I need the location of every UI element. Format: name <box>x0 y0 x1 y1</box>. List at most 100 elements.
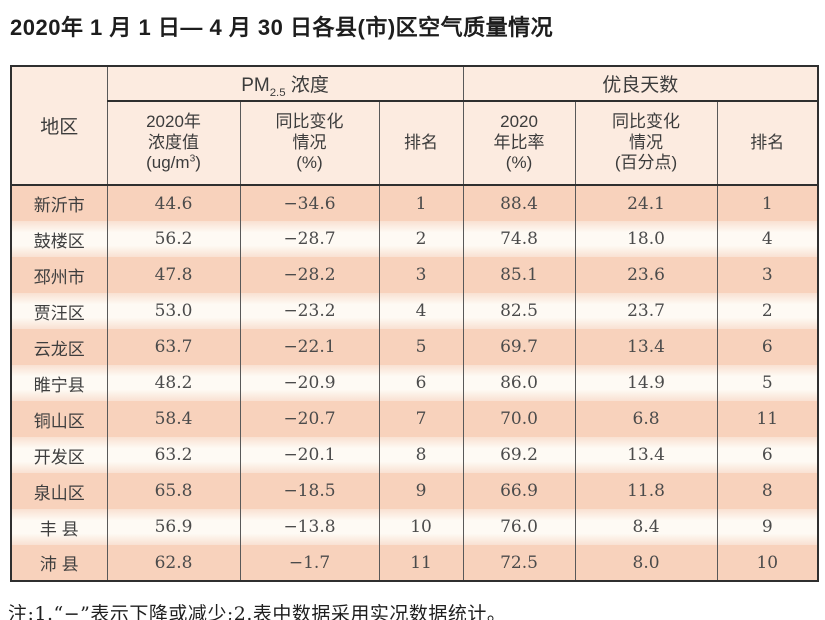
region-header-label: 地区 <box>40 117 79 138</box>
table-row: 泉山区 65.8 −18.5 9 66.9 11.8 8 <box>10 473 819 509</box>
cell-pm-value: 53.0 <box>106 293 240 329</box>
pm-change-header-line2: 情况 <box>292 132 327 152</box>
cell-days-rank: 2 <box>716 293 819 329</box>
cell-pm-value: 62.8 <box>106 545 240 581</box>
cell-days-ratio: 76.0 <box>462 509 576 545</box>
cell-pm-change: −28.2 <box>239 257 379 293</box>
cell-pm-change: −20.7 <box>239 401 379 437</box>
table-body: 新沂市 44.6 −34.6 1 88.4 24.1 1 鼓楼区 56.2 −2… <box>10 185 819 581</box>
cell-pm-value: 63.7 <box>106 329 240 365</box>
cell-pm-rank: 9 <box>378 473 464 509</box>
footnote: 注:1.“−”表示下降或减少;2.表中数据采用实况数据统计。 <box>8 603 507 620</box>
pm-value-header-line1: 2020年 <box>146 111 201 131</box>
table-row: 邳州市 47.8 −28.2 3 85.1 23.6 3 <box>10 257 819 293</box>
col-header-region: 地区 <box>10 66 107 186</box>
cell-pm-rank: 6 <box>378 365 464 401</box>
cell-pm-value: 65.8 <box>106 473 240 509</box>
cell-days-ratio: 69.2 <box>462 437 576 473</box>
pm-value-header-line3: (ug/m3) <box>146 153 201 173</box>
cell-region: 邳州市 <box>10 257 107 293</box>
days-ratio-header-line3: (%) <box>505 153 533 173</box>
cell-pm-value: 63.2 <box>106 437 240 473</box>
cell-pm-change: −22.1 <box>239 329 379 365</box>
cell-pm-change: −34.6 <box>239 185 379 221</box>
table-row: 沛 县 62.8 −1.7 11 72.5 8.0 10 <box>10 545 819 581</box>
cell-days-rank: 1 <box>716 185 819 221</box>
pm25-label-prefix: PM <box>241 75 270 96</box>
days-ratio-header-line2: 年比率 <box>493 132 545 152</box>
cell-days-change: 8.0 <box>574 545 718 581</box>
col-header-pm-value: 2020年 浓度值 (ug/m3) <box>106 101 240 186</box>
table-row: 鼓楼区 56.2 −28.7 2 74.8 18.0 4 <box>10 221 819 257</box>
cell-region: 铜山区 <box>10 401 107 437</box>
cell-pm-rank: 3 <box>378 257 464 293</box>
cell-days-change: 11.8 <box>574 473 718 509</box>
cell-days-rank: 4 <box>716 221 819 257</box>
cell-days-ratio: 85.1 <box>462 257 576 293</box>
cell-pm-value: 58.4 <box>106 401 240 437</box>
table-row: 新沂市 44.6 −34.6 1 88.4 24.1 1 <box>10 185 819 221</box>
cell-region: 云龙区 <box>10 329 107 365</box>
cell-region: 开发区 <box>10 437 107 473</box>
cell-pm-value: 56.2 <box>106 221 240 257</box>
cell-days-rank: 9 <box>716 509 819 545</box>
pm25-label-suffix: 浓度 <box>285 75 329 96</box>
cell-days-change: 13.4 <box>574 329 718 365</box>
cell-days-ratio: 72.5 <box>462 545 576 581</box>
cell-pm-rank: 8 <box>378 437 464 473</box>
cell-region: 新沂市 <box>10 185 107 221</box>
cell-pm-change: −28.7 <box>239 221 379 257</box>
cell-pm-value: 48.2 <box>106 365 240 401</box>
cell-pm-change: −13.8 <box>239 509 379 545</box>
cell-pm-rank: 10 <box>378 509 464 545</box>
cell-days-ratio: 86.0 <box>462 365 576 401</box>
pm-change-header-line1: 同比变化 <box>275 111 344 131</box>
cell-days-rank: 3 <box>716 257 819 293</box>
cell-region: 鼓楼区 <box>10 221 107 257</box>
cell-pm-rank: 11 <box>378 545 464 581</box>
cell-days-ratio: 82.5 <box>462 293 576 329</box>
cell-days-rank: 11 <box>716 401 819 437</box>
table-row: 贾汪区 53.0 −23.2 4 82.5 23.7 2 <box>10 293 819 329</box>
cell-days-change: 23.6 <box>574 257 718 293</box>
cell-pm-change: −20.9 <box>239 365 379 401</box>
col-header-pm-rank: 排名 <box>378 101 464 186</box>
col-group-pm25: PM2.5 浓度 <box>106 66 464 102</box>
cell-pm-change: −1.7 <box>239 545 379 581</box>
cell-days-change: 23.7 <box>574 293 718 329</box>
col-header-days-ratio: 2020 年比率 (%) <box>462 101 576 186</box>
cell-days-ratio: 88.4 <box>462 185 576 221</box>
table-row: 丰 县 56.9 −13.8 10 76.0 8.4 9 <box>10 509 819 545</box>
cell-pm-rank: 1 <box>378 185 464 221</box>
cell-pm-rank: 5 <box>378 329 464 365</box>
header-group-row: 地区 PM2.5 浓度 优良天数 <box>10 66 819 186</box>
cell-days-ratio: 69.7 <box>462 329 576 365</box>
cell-days-change: 18.0 <box>574 221 718 257</box>
table-row: 开发区 63.2 −20.1 8 69.2 13.4 6 <box>10 437 819 473</box>
cell-days-rank: 6 <box>716 329 819 365</box>
page-title: 2020年 1 月 1 日— 4 月 30 日各县(市)区空气质量情况 <box>10 15 554 40</box>
cell-region: 睢宁县 <box>10 365 107 401</box>
cell-days-rank: 6 <box>716 437 819 473</box>
table-row: 睢宁县 48.2 −20.9 6 86.0 14.9 5 <box>10 365 819 401</box>
cell-pm-rank: 7 <box>378 401 464 437</box>
days-change-header-line1: 同比变化 <box>612 111 681 131</box>
days-ratio-header-line1: 2020 <box>500 111 538 131</box>
cell-pm-change: −20.1 <box>239 437 379 473</box>
col-group-good-days: 优良天数 <box>462 66 819 102</box>
cell-region: 贾汪区 <box>10 293 107 329</box>
table-row: 铜山区 58.4 −20.7 7 70.0 6.8 11 <box>10 401 819 437</box>
cell-pm-value: 47.8 <box>106 257 240 293</box>
cell-pm-value: 44.6 <box>106 185 240 221</box>
cell-days-change: 14.9 <box>574 365 718 401</box>
col-header-pm-change: 同比变化 情况 (%) <box>239 101 379 186</box>
cell-days-rank: 10 <box>716 545 819 581</box>
cell-region: 沛 县 <box>10 545 107 581</box>
cell-days-rank: 8 <box>716 473 819 509</box>
table-row: 云龙区 63.7 −22.1 5 69.7 13.4 6 <box>10 329 819 365</box>
cell-pm-rank: 4 <box>378 293 464 329</box>
cell-pm-change: −18.5 <box>239 473 379 509</box>
pm25-label-subscript: 2.5 <box>269 86 286 99</box>
days-change-header-line3: (百分点) <box>614 153 678 173</box>
